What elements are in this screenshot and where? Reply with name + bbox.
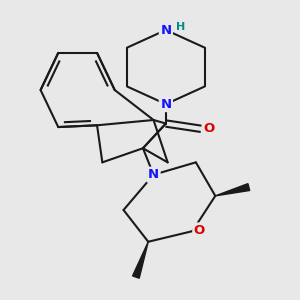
Text: H: H — [176, 22, 185, 32]
Polygon shape — [215, 184, 250, 196]
Text: N: N — [148, 168, 159, 181]
Text: O: O — [194, 224, 205, 237]
Polygon shape — [133, 242, 148, 278]
Text: N: N — [160, 98, 171, 111]
Text: O: O — [203, 122, 214, 135]
Text: N: N — [160, 23, 171, 37]
